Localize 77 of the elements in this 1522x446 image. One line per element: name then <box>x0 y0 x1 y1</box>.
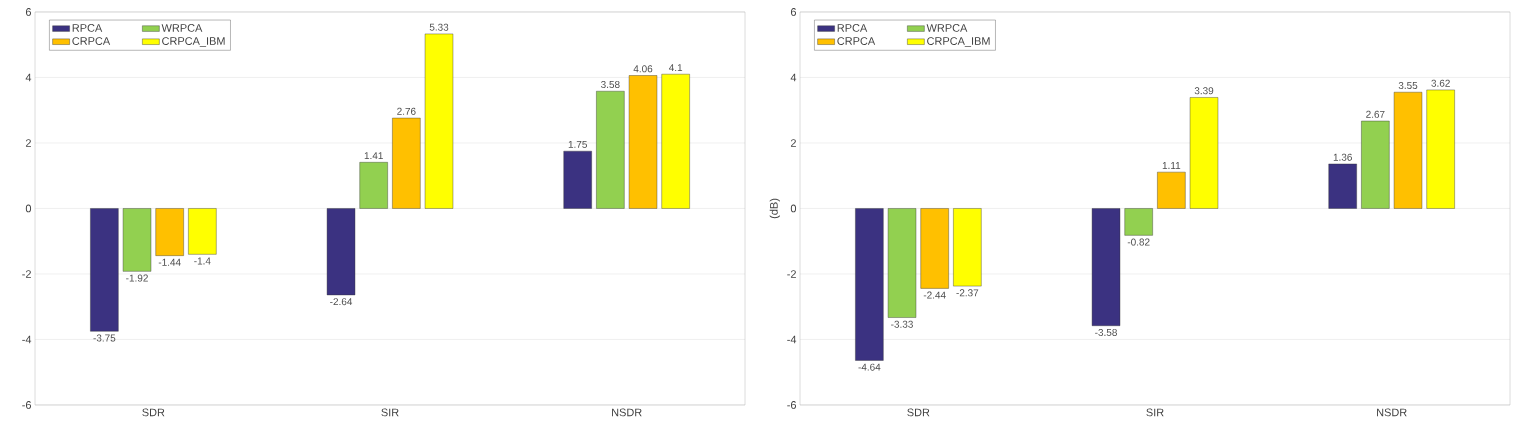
data-label: -3.58 <box>1095 328 1117 336</box>
data-label: 1.41 <box>364 152 383 160</box>
x-tick-label: SIR <box>1146 408 1164 417</box>
data-label: -2.37 <box>956 289 979 297</box>
data-label: -0.82 <box>1127 238 1150 246</box>
data-label: 3.58 <box>601 80 620 89</box>
y-tick-label: -6 <box>787 401 797 409</box>
bar <box>1124 208 1153 236</box>
y-tick-label: -2 <box>22 270 31 278</box>
bar <box>596 91 625 209</box>
data-label: 1.11 <box>1162 162 1181 169</box>
data-label: 3.39 <box>1194 87 1214 95</box>
y-tick-label: 6 <box>790 8 797 16</box>
data-label: -3.33 <box>891 320 913 328</box>
data-label: 2.76 <box>397 107 416 115</box>
y-tick-label: 4 <box>25 73 32 82</box>
x-tick-label: SDR <box>142 408 165 417</box>
legend-label: WRPCA <box>161 24 203 32</box>
y-tick-label: 4 <box>790 73 797 82</box>
data-label: -4.64 <box>858 363 881 371</box>
x-tick-label: SDR <box>907 408 930 417</box>
legend-label: CRPCA_IBM <box>927 37 990 47</box>
data-label: 2.67 <box>1366 110 1385 118</box>
bar <box>563 150 592 209</box>
y-tick-label: 0 <box>790 204 797 213</box>
y-tick-label: 0 <box>25 204 32 213</box>
data-label: -3.75 <box>93 334 116 342</box>
x-tick-label: SIR <box>381 408 399 417</box>
y-tick-label: -4 <box>787 335 797 344</box>
legend-label: CRPCA <box>72 37 111 45</box>
bar <box>424 33 454 209</box>
data-label: -2.44 <box>923 291 946 299</box>
bar <box>887 208 917 318</box>
legend-label: RPCA <box>837 24 868 32</box>
bar <box>155 208 184 256</box>
data-label: 1.36 <box>1333 153 1352 161</box>
y-tick-label: -2 <box>787 270 796 278</box>
bar <box>1328 163 1357 209</box>
legend-label: WRPCA <box>926 24 968 32</box>
bar <box>326 208 356 296</box>
legend-label: CRPCA_IBM <box>162 37 225 47</box>
x-tick-label: NSDR <box>1377 408 1407 417</box>
bar <box>188 208 217 255</box>
y-tick-label: 2 <box>25 139 31 147</box>
bar <box>359 162 388 209</box>
bar <box>1361 120 1390 209</box>
data-label: 4.1 <box>668 64 683 71</box>
bar <box>1157 171 1186 209</box>
bar <box>661 74 690 209</box>
y-axis-title: (dB) <box>769 198 780 219</box>
bar <box>1091 208 1121 326</box>
bar <box>855 208 884 361</box>
bar <box>953 208 982 287</box>
data-label: 3.55 <box>1398 81 1418 90</box>
bar <box>628 75 658 209</box>
bar <box>90 208 119 332</box>
legend-label: CRPCA <box>837 37 876 45</box>
bar <box>392 117 421 209</box>
y-tick-label: 2 <box>790 139 796 147</box>
bar <box>1426 89 1455 209</box>
y-tick-label: 6 <box>25 8 32 16</box>
y-tick-label: -4 <box>22 335 32 344</box>
bar <box>122 208 152 272</box>
data-label: 1.75 <box>568 141 587 148</box>
data-label: -2.64 <box>330 298 353 306</box>
bar <box>1189 97 1219 209</box>
x-tick-label: NSDR <box>612 408 642 417</box>
y-tick-label: -6 <box>22 401 32 409</box>
data-label: 3.62 <box>1431 79 1450 87</box>
data-label: -1.44 <box>158 258 181 266</box>
data-label: -1.4 <box>194 257 211 265</box>
legend-label: RPCA <box>72 24 103 32</box>
bar <box>920 208 949 289</box>
data-label: 4.06 <box>633 65 653 73</box>
bar <box>1393 92 1423 209</box>
data-label: 5.33 <box>429 23 449 31</box>
data-label: -1.92 <box>126 274 148 282</box>
